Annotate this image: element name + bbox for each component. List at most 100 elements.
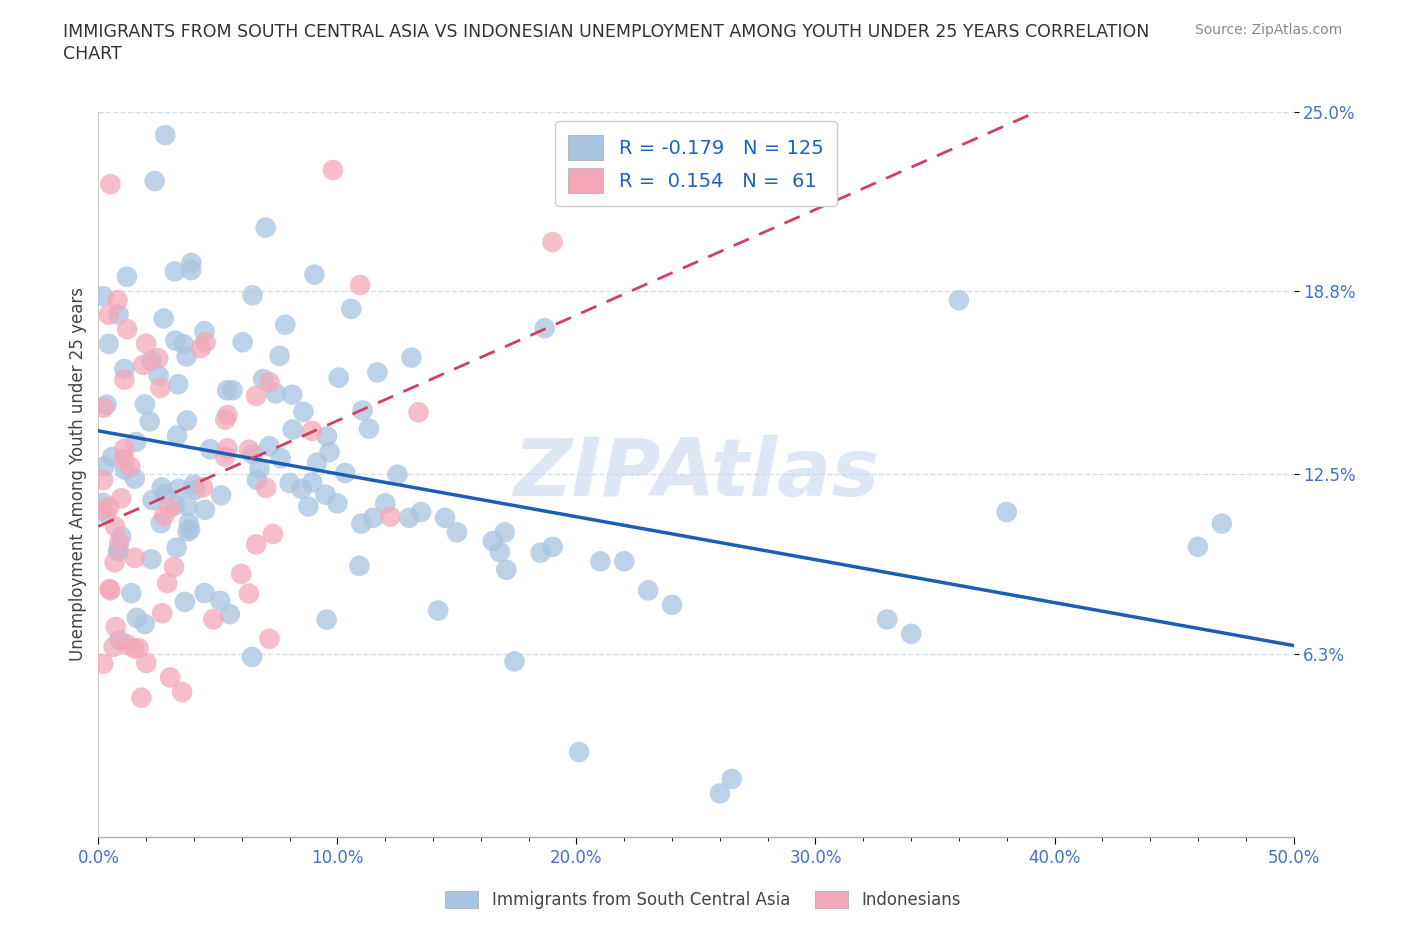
Point xyxy=(995,505,1018,520)
Point xyxy=(134,397,156,412)
Point xyxy=(278,475,301,490)
Point xyxy=(184,483,207,498)
Point xyxy=(242,447,264,462)
Point xyxy=(176,498,198,513)
Point xyxy=(328,370,350,385)
Point xyxy=(91,288,114,303)
Point xyxy=(709,786,731,801)
Point xyxy=(254,481,277,496)
Point xyxy=(349,558,371,573)
Point xyxy=(125,434,148,449)
Point xyxy=(114,462,136,477)
Point xyxy=(194,335,217,350)
Point xyxy=(427,603,450,618)
Point xyxy=(335,466,357,481)
Point xyxy=(221,383,243,398)
Point xyxy=(150,480,173,495)
Point xyxy=(568,745,591,760)
Text: CHART: CHART xyxy=(63,45,122,62)
Point xyxy=(326,496,349,511)
Point xyxy=(131,690,153,705)
Point xyxy=(91,502,114,517)
Point xyxy=(96,397,118,412)
Point xyxy=(200,442,222,457)
Point xyxy=(176,349,198,364)
Point xyxy=(262,526,284,541)
Point xyxy=(217,407,239,422)
Point xyxy=(167,377,190,392)
Point xyxy=(97,337,120,352)
Point xyxy=(91,472,114,487)
Point xyxy=(315,612,337,627)
Point xyxy=(281,422,304,437)
Point xyxy=(541,234,564,249)
Point xyxy=(411,505,433,520)
Point xyxy=(1211,516,1233,531)
Point xyxy=(363,511,385,525)
Point xyxy=(264,386,287,401)
Point xyxy=(217,441,239,456)
Point xyxy=(107,307,129,322)
Point xyxy=(318,445,340,459)
Point xyxy=(482,534,505,549)
Point xyxy=(190,340,212,355)
Point xyxy=(240,649,263,664)
Point xyxy=(245,537,267,551)
Point xyxy=(193,324,215,339)
Point xyxy=(112,451,135,466)
Point xyxy=(128,641,150,656)
Point xyxy=(159,500,181,515)
Point xyxy=(96,506,118,521)
Point xyxy=(589,554,612,569)
Point xyxy=(322,163,344,178)
Point xyxy=(104,519,127,534)
Point xyxy=(214,449,236,464)
Point xyxy=(165,333,187,348)
Point xyxy=(179,522,201,537)
Point xyxy=(124,641,146,656)
Point xyxy=(97,307,120,322)
Point xyxy=(165,498,187,512)
Point xyxy=(163,264,186,279)
Point xyxy=(249,461,271,476)
Point xyxy=(408,405,430,419)
Point xyxy=(252,372,274,387)
Point xyxy=(101,449,124,464)
Point xyxy=(156,576,179,591)
Point xyxy=(503,654,526,669)
Point xyxy=(357,421,380,436)
Point xyxy=(661,597,683,612)
Point xyxy=(115,270,138,285)
Point xyxy=(214,412,236,427)
Point xyxy=(155,127,177,142)
Point xyxy=(193,586,215,601)
Point xyxy=(166,540,188,555)
Point xyxy=(238,586,260,601)
Point xyxy=(115,637,138,652)
Point xyxy=(108,632,131,647)
Point xyxy=(948,293,970,308)
Point xyxy=(1187,539,1209,554)
Legend: R = -0.179   N = 125, R =  0.154   N =  61: R = -0.179 N = 125, R = 0.154 N = 61 xyxy=(555,121,837,206)
Point xyxy=(259,631,281,646)
Point xyxy=(533,321,555,336)
Point xyxy=(141,551,163,566)
Point xyxy=(107,544,129,559)
Point xyxy=(148,351,170,365)
Point xyxy=(174,594,197,609)
Text: Source: ZipAtlas.com: Source: ZipAtlas.com xyxy=(1195,23,1343,37)
Point xyxy=(153,486,176,501)
Point xyxy=(176,524,198,538)
Point xyxy=(135,656,157,671)
Point xyxy=(387,467,409,482)
Point xyxy=(209,593,232,608)
Point xyxy=(637,583,659,598)
Point xyxy=(305,455,328,470)
Point xyxy=(217,383,239,398)
Point xyxy=(104,619,127,634)
Point xyxy=(141,353,163,368)
Point xyxy=(218,606,240,621)
Point xyxy=(112,362,135,377)
Point xyxy=(110,529,132,544)
Point xyxy=(401,351,423,365)
